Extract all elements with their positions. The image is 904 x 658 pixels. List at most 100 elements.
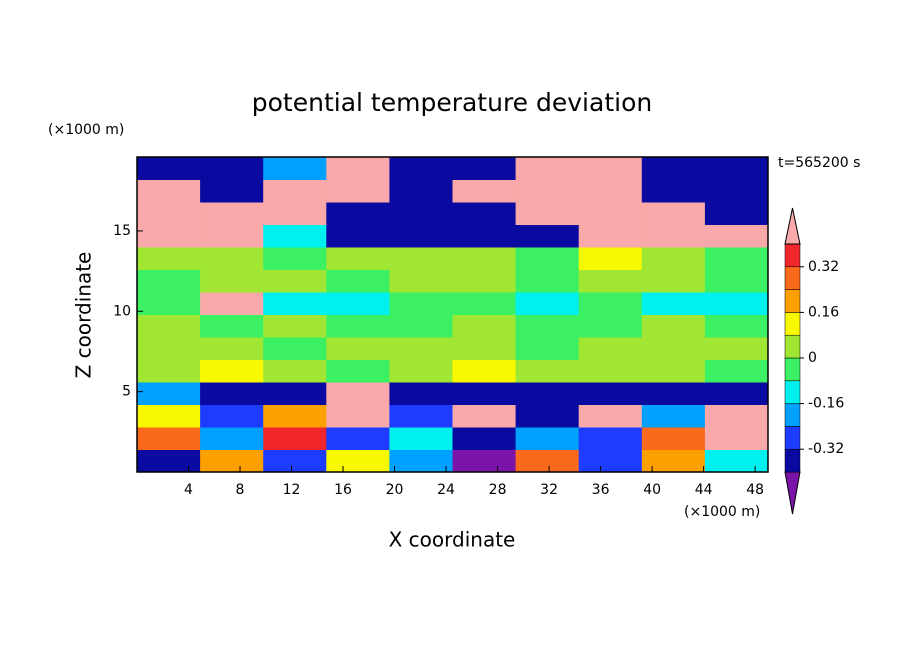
contour-cell <box>641 247 706 270</box>
colorbar-bin <box>784 243 801 268</box>
y-axis-label: Z coordinate <box>72 252 96 379</box>
contour-cell <box>200 157 264 180</box>
contour-cell <box>263 247 327 270</box>
contour-cell <box>515 382 580 405</box>
contour-cell <box>137 359 201 383</box>
colorbar-bin <box>784 334 801 359</box>
contour-cell <box>578 157 643 180</box>
contour-cell <box>452 359 517 383</box>
contour-cell <box>452 449 517 473</box>
contour-cell <box>263 202 327 225</box>
contour-cell <box>515 359 580 383</box>
contour-cell <box>263 427 327 450</box>
contour-cell <box>641 269 706 293</box>
colorbar-bin <box>784 448 801 473</box>
contour-cell <box>326 179 390 203</box>
contour-cell <box>263 269 327 293</box>
chart-title: potential temperature deviation <box>252 88 652 117</box>
contour-cell <box>704 157 769 180</box>
contour-cell <box>137 202 201 225</box>
contour-cell <box>389 202 453 225</box>
contour-cell <box>578 247 643 270</box>
contour-cell <box>704 269 769 293</box>
contour-cell <box>452 202 517 225</box>
contour-cell <box>326 224 390 248</box>
colorbar-tick-label: 0.16 <box>808 304 839 320</box>
contour-cell <box>200 404 264 428</box>
contour-cell <box>137 247 201 270</box>
contour-cell <box>515 292 580 315</box>
contour-cell <box>389 359 453 383</box>
x-tick-label: 36 <box>592 482 610 498</box>
contour-cell <box>137 427 201 450</box>
x-tick-label: 4 <box>184 482 193 498</box>
contour-cell <box>452 427 517 450</box>
contour-cell <box>200 314 264 338</box>
contour-cell <box>515 337 580 360</box>
contour-cell <box>578 449 643 473</box>
contour-cell <box>137 449 201 473</box>
contour-cell <box>263 337 327 360</box>
contour-cell <box>326 337 390 360</box>
contour-cell <box>704 202 769 225</box>
contour-cell <box>704 359 769 383</box>
contour-cell <box>452 179 517 203</box>
contour-cell <box>578 179 643 203</box>
contour-cell <box>578 269 643 293</box>
contour-cell <box>137 269 201 293</box>
contour-cell <box>389 314 453 338</box>
contour-cell <box>263 404 327 428</box>
contour-cell <box>452 404 517 428</box>
contour-cell <box>641 224 706 248</box>
contour-cell <box>137 404 201 428</box>
contour-cell <box>326 427 390 450</box>
contour-cell <box>200 359 264 383</box>
x-tick-label: 48 <box>746 482 764 498</box>
contour-cell <box>200 269 264 293</box>
x-unit: (×1000 m) <box>684 504 760 520</box>
colorbar-bin <box>784 357 801 382</box>
contour-cell <box>137 337 201 360</box>
colorbar-bin <box>784 266 801 290</box>
contour-cell <box>641 179 706 203</box>
colorbar-bin <box>784 426 801 450</box>
contour-cell <box>137 157 201 180</box>
contour-cell <box>515 427 580 450</box>
contour-cell <box>515 247 580 270</box>
contour-cell <box>326 269 390 293</box>
x-tick-label: 28 <box>489 482 507 498</box>
contour-cell <box>704 179 769 203</box>
colorbar-bin <box>784 312 801 336</box>
colorbar-extension <box>784 207 801 245</box>
contour-cell <box>704 404 769 428</box>
contour-cell <box>389 269 453 293</box>
contour-cell <box>200 247 264 270</box>
contour-cell <box>641 292 706 315</box>
contour-cell <box>326 157 390 180</box>
contour-cell <box>200 382 264 405</box>
contour-cell <box>263 359 327 383</box>
contour-cell <box>263 314 327 338</box>
contour-cell <box>704 314 769 338</box>
contour-cell <box>389 292 453 315</box>
contour-cell <box>452 247 517 270</box>
contour-cell <box>578 337 643 360</box>
contour-cell <box>326 202 390 225</box>
contour-cell <box>641 337 706 360</box>
contour-cell <box>515 269 580 293</box>
contour-cell <box>578 404 643 428</box>
contour-cell <box>263 449 327 473</box>
time-label: t=565200 s <box>778 155 860 171</box>
contour-cell <box>515 157 580 180</box>
plot-frame <box>136 156 769 473</box>
contour-cell <box>578 314 643 338</box>
contour-cell <box>578 292 643 315</box>
y-tick-label: 10 <box>113 303 131 319</box>
contour-cell <box>452 314 517 338</box>
contour-cell <box>389 404 453 428</box>
contour-cell <box>578 202 643 225</box>
colorbar-extension <box>784 471 801 515</box>
contour-cell <box>641 202 706 225</box>
contour-cell <box>389 157 453 180</box>
contour-cell <box>578 224 643 248</box>
